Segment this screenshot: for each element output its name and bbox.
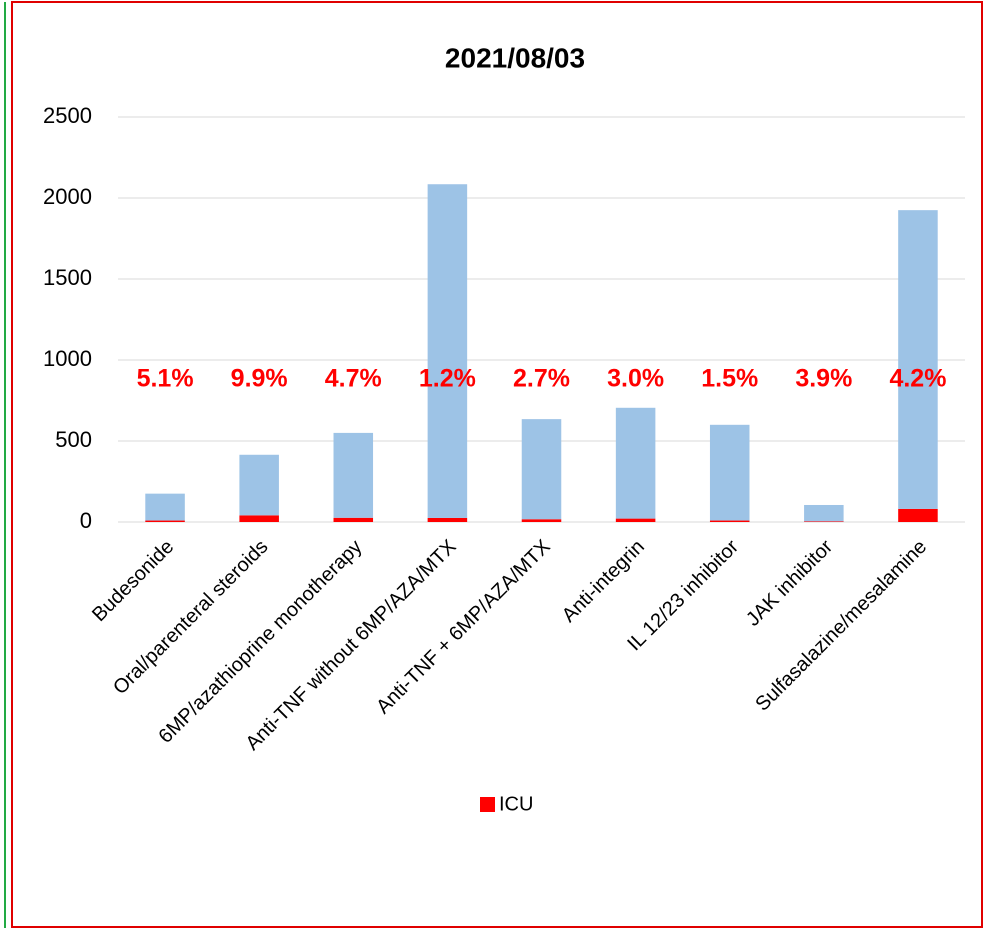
bar-segment: [427, 517, 468, 522]
legend-label: ICU: [499, 793, 533, 815]
y-tick-label: 1000: [43, 346, 92, 371]
y-tick-label: 1500: [43, 265, 92, 290]
annotation: 1.2%: [419, 365, 476, 393]
y-tick-label: 2500: [43, 103, 92, 128]
bar-segment: [521, 419, 562, 520]
bar-segment: [145, 520, 185, 522]
legend-swatch: [480, 797, 495, 812]
bar-segment: [239, 515, 279, 522]
y-tick-label: 0: [80, 508, 92, 533]
bar-segment: [615, 518, 656, 522]
bar-segment: [239, 454, 279, 516]
y-tick-label: 500: [55, 427, 92, 452]
chart-frame: [11, 1, 983, 928]
annotation: 1.5%: [701, 365, 758, 393]
bar-segment: [427, 184, 468, 518]
annotation: 9.9%: [231, 365, 288, 393]
bar-segment: [898, 508, 938, 522]
annotation: 2.7%: [513, 365, 570, 393]
chart-title: 2021/08/03: [445, 42, 585, 73]
annotation: 3.0%: [607, 365, 664, 393]
bar-segment: [145, 493, 185, 521]
bar-segment: [333, 517, 374, 522]
bar-segment: [709, 424, 750, 521]
bar-segment: [521, 519, 562, 522]
annotation: 3.9%: [795, 365, 852, 393]
y-tick-label: 2000: [43, 184, 92, 209]
bar-segment: [615, 407, 656, 519]
annotation: 5.1%: [137, 365, 194, 393]
bar-segment: [333, 432, 374, 518]
bar-segment: [804, 504, 844, 522]
bar-segment: [709, 520, 750, 522]
bar-segment: [804, 521, 844, 522]
annotation: 4.2%: [889, 365, 946, 393]
annotation: 4.7%: [325, 365, 382, 393]
bar-segment: [898, 210, 938, 509]
